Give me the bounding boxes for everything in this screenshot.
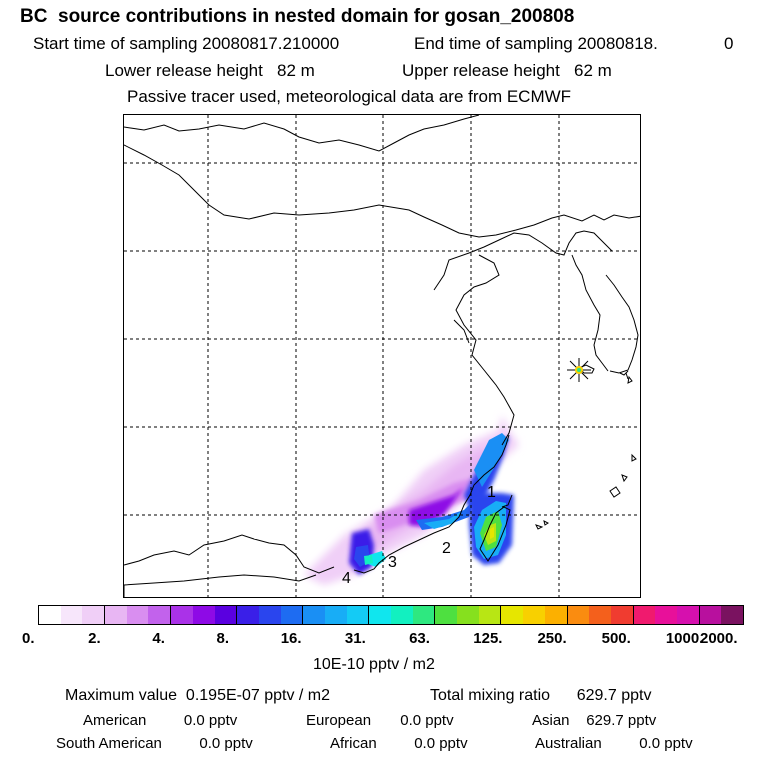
colorbar-cell [237, 606, 259, 624]
region-label-4: 4 [342, 570, 351, 587]
colorbar-cell [105, 606, 127, 624]
colorbar-cell [655, 606, 677, 624]
lat-lon-grid [124, 115, 640, 597]
colorbar-tick-label: 4. [152, 630, 165, 647]
colorbar-tick-label: 2000. [700, 630, 738, 647]
south-american-contribution: South American 0.0 pptv [56, 735, 253, 752]
colorbar-tick-label: 0. [22, 630, 35, 647]
colorbar-cell [126, 606, 149, 624]
map-panel: 1 2 3 4 [123, 114, 641, 598]
colorbar-tick-label: 250. [537, 630, 567, 647]
australian-contribution: Australian 0.0 pptv [535, 735, 693, 752]
colorbar-cell [280, 606, 304, 624]
colorbar-cell [192, 606, 215, 624]
colorbar-tick-label: 16. [280, 630, 302, 647]
coastlines [124, 115, 640, 597]
colorbar-cell [721, 606, 743, 624]
colorbar-tick-label: 500. [601, 630, 631, 647]
colorbar-cell [303, 606, 325, 624]
colorbar-cell [214, 606, 238, 624]
colorbar-cell [478, 606, 502, 624]
receptor-star-marker [567, 358, 591, 382]
colorbar [38, 605, 744, 625]
colorbar-tick-label: 125. [473, 630, 503, 647]
american-contribution: American 0.0 pptv [83, 712, 238, 729]
colorbar-cell [544, 606, 568, 624]
colorbar-cell [567, 606, 590, 624]
colorbar-cell [435, 606, 458, 624]
colorbar-cell [148, 606, 172, 624]
colorbar-cell [589, 606, 611, 624]
european-contribution: European 0.0 pptv [306, 712, 454, 729]
lower-release-height: Lower release height 82 m [105, 61, 315, 80]
page-title: BC source contributions in nested domain… [20, 6, 575, 27]
colorbar-tick-label: 2. [88, 630, 101, 647]
end-time-label: End time of sampling 20080818. [414, 34, 658, 53]
colorbar-cell [633, 606, 656, 624]
colorbar-cell [171, 606, 193, 624]
region-label-1: 1 [487, 484, 496, 501]
colorbar-tick-label: 63. [409, 630, 430, 647]
colorbar-cell [324, 606, 347, 624]
colorbar-tick-label: 31. [344, 630, 366, 647]
region-label-3: 3 [388, 554, 397, 571]
colorbar-cell [676, 606, 700, 624]
region-label-2: 2 [442, 540, 451, 557]
concentration-plume [304, 415, 519, 585]
upper-release-height: Upper release height 62 m [402, 61, 612, 80]
maximum-value: Maximum value 0.195E-07 pptv / m2 [65, 687, 331, 704]
colorbar-cell [699, 606, 722, 624]
colorbar-cell [258, 606, 281, 624]
start-time-label: Start time of sampling 20080817.210000 [33, 34, 340, 53]
colorbar-cell [82, 606, 106, 624]
colorbar-cell [391, 606, 413, 624]
colorbar-tick-label: 8. [216, 630, 230, 647]
end-time-value: 0 [724, 34, 734, 53]
african-contribution: African 0.0 pptv [330, 735, 468, 752]
colorbar-cell [369, 606, 391, 624]
colorbar-unit-label: 10E-10 pptv / m2 [313, 656, 435, 673]
colorbar-cell [412, 606, 436, 624]
asian-contribution: Asian 629.7 pptv [532, 712, 657, 729]
map-canvas: 1 2 3 4 [124, 115, 640, 597]
colorbar-cell [610, 606, 634, 624]
colorbar-cell [60, 606, 83, 624]
colorbar-cell [346, 606, 370, 624]
colorbar-cell [457, 606, 479, 624]
colorbar-cell [39, 606, 61, 624]
colorbar-cell [523, 606, 545, 624]
colorbar-cell [501, 606, 524, 624]
tracer-note: Passive tracer used, meteorological data… [127, 87, 572, 106]
colorbar-tick-label: 1000. [665, 630, 704, 647]
total-mixing-ratio: Total mixing ratio 629.7 pptv [430, 687, 652, 704]
